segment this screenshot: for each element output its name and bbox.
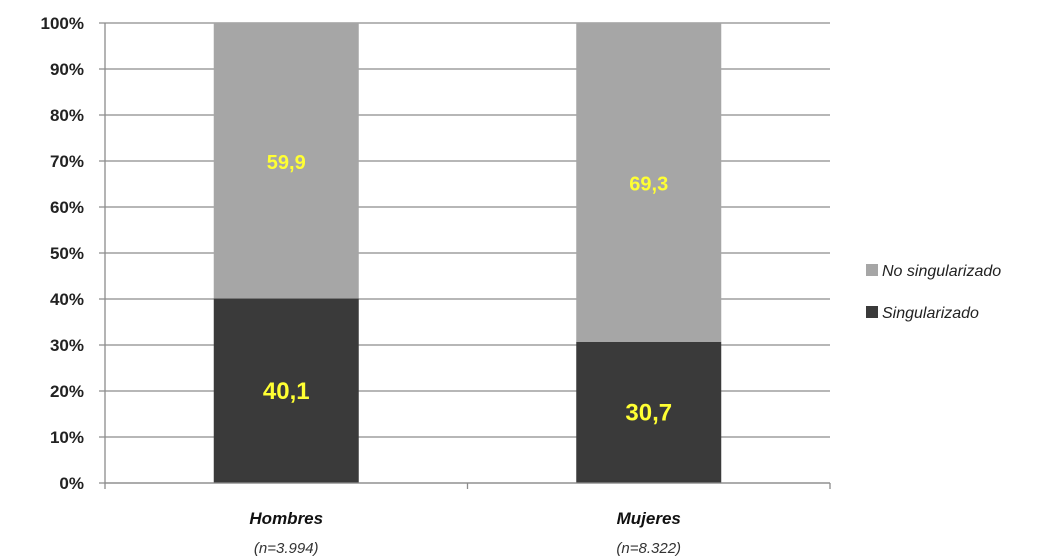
legend: No singularizado Singularizado [866, 263, 1001, 322]
y-tick-label: 50% [50, 244, 84, 263]
data-label: 40,1 [263, 378, 310, 405]
x-category-sublabel: (n=8.322) [616, 540, 681, 557]
x-category-sublabel: (n=3.994) [254, 540, 319, 557]
y-tick-label: 100% [41, 14, 84, 33]
x-category-label: Mujeres [617, 509, 681, 528]
y-tick-label: 10% [50, 428, 84, 447]
x-category-label: Hombres [249, 509, 323, 528]
y-tick-label: 0% [59, 474, 84, 493]
bar-segment [213, 23, 359, 299]
bar-segment [213, 298, 359, 483]
data-label: 59,9 [267, 152, 306, 174]
y-tick-label: 90% [50, 60, 84, 79]
y-tick-label: 20% [50, 382, 84, 401]
data-label: 69,3 [629, 173, 668, 195]
legend-label: No singularizado [882, 263, 1001, 280]
y-tick-label: 60% [50, 198, 84, 217]
legend-label: Singularizado [882, 305, 979, 322]
y-tick-label: 40% [50, 290, 84, 309]
y-tick-label: 70% [50, 152, 84, 171]
x-axis: Hombres (n=3.994) Mujeres (n=8.322) [104, 482, 831, 557]
legend-swatch [866, 264, 878, 276]
data-label: 30,7 [625, 399, 672, 426]
bar-segment [576, 23, 722, 342]
legend-swatch [866, 306, 878, 318]
y-axis: 0% 10% 20% 30% 40% 50% 60% 70% 80% 90% 100% [41, 14, 106, 493]
bars: 40,1 59,9 30,7 69,3 [213, 23, 722, 483]
y-tick-label: 30% [50, 336, 84, 355]
bar-segment [576, 341, 722, 483]
y-tick-label: 80% [50, 106, 84, 125]
